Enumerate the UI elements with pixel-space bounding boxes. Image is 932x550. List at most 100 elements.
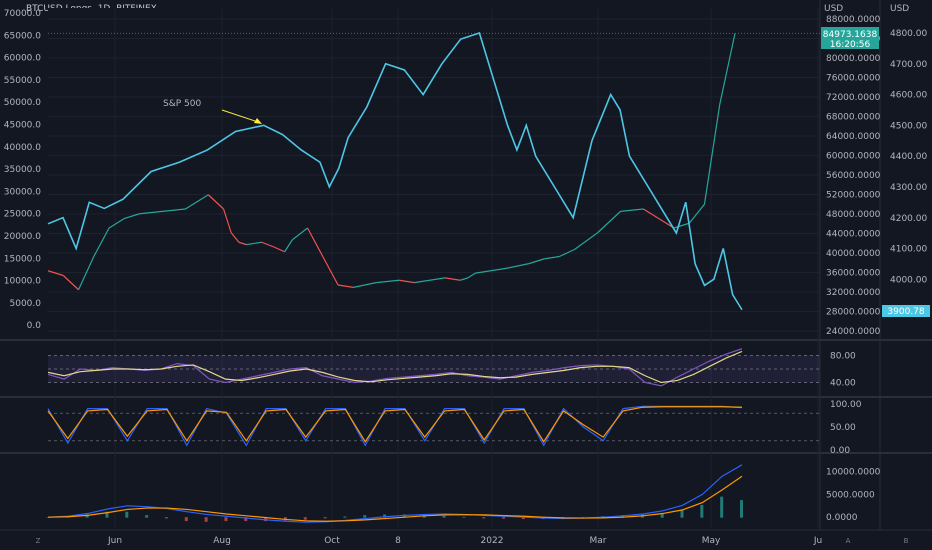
longs-bar	[475, 270, 491, 274]
longs-bar	[273, 246, 285, 253]
spx-axis-tick: 4100.00	[890, 245, 927, 255]
longs-axis-tick: 88000.0000	[826, 15, 881, 25]
macd-histogram-bar	[462, 516, 466, 518]
time-axis-tick: Oct	[324, 536, 340, 546]
macd-histogram-bar	[125, 511, 129, 518]
longs-bar	[47, 270, 64, 277]
longs-axis-tick: 60000.0000	[826, 152, 881, 162]
longs-axis-tick: 80000.0000	[826, 54, 881, 64]
time-axis-tick: 2022	[481, 536, 504, 546]
time-axis-tick: May	[702, 536, 721, 546]
rsi-ma-line	[47, 350, 743, 384]
left-axis-tick: 40000.0	[4, 143, 41, 153]
longs-bar	[460, 277, 469, 281]
time-axis-tick: Aug	[213, 536, 231, 546]
longs-price-badge-value: 84973.1638	[823, 30, 878, 40]
macd-axis-tick: 10000.0000	[826, 468, 881, 478]
macd-histogram-bar	[204, 517, 208, 522]
main-pane	[48, 8, 820, 336]
macd-histogram-bar	[164, 517, 168, 519]
longs-bar	[238, 241, 247, 246]
macd-histogram-bar	[224, 517, 228, 522]
left-axis-tick: 10000.0	[4, 277, 41, 287]
longs-bar	[620, 208, 644, 212]
signal-line	[47, 475, 743, 522]
left-axis-tick: 65000.0	[4, 31, 41, 41]
left-axis-tick: 55000.0	[4, 76, 41, 86]
macd-histogram-bar	[720, 496, 724, 518]
longs-axis-tick: 44000.0000	[826, 230, 881, 240]
stoch-k-line	[47, 405, 743, 447]
longs-bar	[688, 213, 698, 224]
longs-bar	[222, 208, 232, 233]
left-axis-tick: 30000.0	[4, 187, 41, 197]
longs-axis-tick: 48000.0000	[826, 210, 881, 220]
macd-histogram-bar	[184, 517, 188, 522]
longs-axis-tick: 32000.0000	[826, 288, 881, 298]
macd-histogram-bar	[383, 514, 387, 518]
longs-bar	[574, 232, 598, 250]
longs-bar	[291, 227, 308, 241]
left-axis-tick: 60000.0	[4, 54, 41, 64]
longs-axis-tick: 24000.0000	[826, 327, 881, 337]
longs-bar	[673, 222, 690, 229]
longs-bar	[444, 277, 461, 281]
longs-axis-tick: 76000.0000	[826, 74, 881, 84]
macd-histogram-bar	[581, 517, 585, 518]
longs-bar	[399, 279, 415, 284]
macd-histogram-bar	[303, 517, 307, 520]
left-axis-tick: 70000.0	[4, 9, 41, 19]
annotation-arrowhead	[254, 118, 262, 124]
corner-label-mid: A	[846, 537, 851, 545]
longs-bar	[322, 256, 339, 286]
rsi-axis-tick: 80.00	[830, 352, 856, 362]
macd-axis-tick: 0.0000	[826, 513, 858, 523]
macd-histogram-bar	[521, 517, 525, 520]
longs-bar	[93, 227, 110, 257]
longs-bar	[108, 217, 125, 229]
stoch-axis-tick: 50.00	[830, 423, 856, 433]
spx-line	[47, 31, 743, 311]
longs-bar	[337, 284, 354, 288]
macd-histogram-bar	[264, 517, 268, 522]
spx-axis-tick: 4300.00	[890, 183, 927, 193]
macd-histogram-bar	[700, 504, 704, 518]
time-axis-tick: Mar	[590, 536, 607, 546]
time-axis-tick: Jun	[107, 536, 122, 546]
longs-bar	[719, 33, 736, 105]
longs-bar	[353, 282, 377, 288]
longs-bar	[467, 272, 476, 279]
longs-bar	[696, 203, 705, 215]
longs-bar	[77, 256, 95, 291]
longs-bar	[207, 194, 224, 210]
macd-histogram-bar	[502, 517, 506, 519]
left-axis-tick: 25000.0	[4, 210, 41, 220]
spx-price-badge-value: 3900.78	[887, 307, 924, 317]
left-axis-tick: 0.0	[27, 321, 42, 331]
longs-price-badge	[821, 27, 879, 49]
corner-label-right: B	[904, 537, 909, 545]
longs-bar	[307, 227, 324, 257]
macd-histogram-bar	[244, 517, 248, 522]
macd-pane	[48, 455, 820, 528]
rsi-axis-tick: 40.00	[830, 379, 856, 389]
left-axis-tick: 35000.0	[4, 165, 41, 175]
macd-histogram-bar	[343, 516, 347, 518]
longs-bar	[703, 104, 721, 205]
spx-axis-tick: 4800.00	[890, 29, 927, 39]
longs-axis-tick: 56000.0000	[826, 171, 881, 181]
macd-histogram-bar	[283, 517, 287, 521]
annotation-spx-label: S&P 500	[163, 99, 201, 109]
time-axis-tick: 8	[395, 536, 401, 546]
longs-bar	[246, 241, 262, 246]
longs-bar	[528, 258, 545, 265]
countdown-badge-value: 16:20:56	[830, 40, 871, 50]
macd-histogram-bar	[363, 515, 367, 518]
spx-axis-tick: 4600.00	[890, 91, 927, 101]
macd-histogram-bar	[145, 515, 149, 518]
left-axis-tick: 5000.0	[10, 299, 42, 309]
macd-histogram-bar	[85, 514, 89, 518]
longs-bar	[429, 277, 446, 281]
spx-axis-tick: 4000.00	[890, 275, 927, 285]
